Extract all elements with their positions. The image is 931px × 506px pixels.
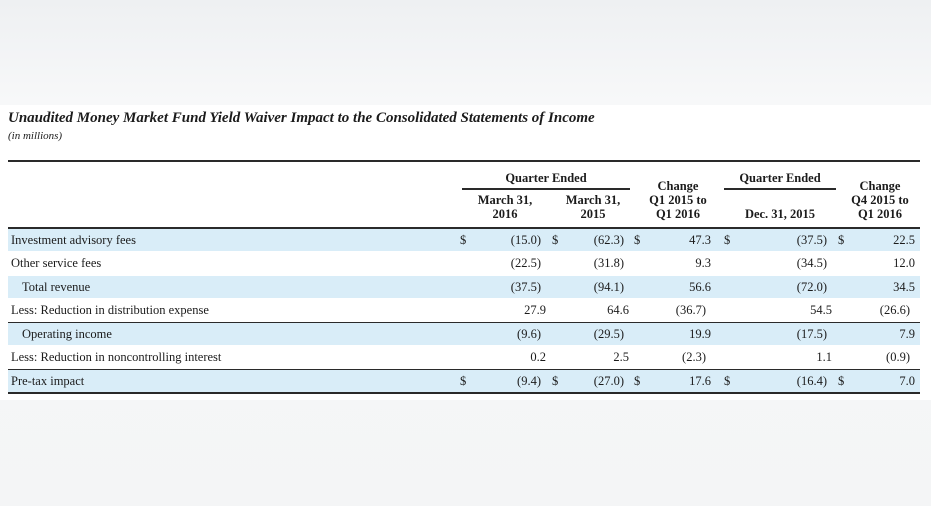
currency-symbol: $ [724,373,731,388]
value-cell: 47.3 [689,233,711,247]
value-cell: 22.5 [893,233,915,247]
row-label: Pre-tax impact [11,373,85,388]
col-header-march-2016: March 31, 2016 [477,193,533,221]
table-subtitle: (in millions) [8,130,63,142]
value-cell: 27.9 [524,302,546,317]
currency-symbol: $ [724,233,731,247]
currency-symbol: $ [552,233,559,247]
col-header-dec-2015: Dec. 31, 2015 [744,207,816,221]
value-cell: 64.6 [607,302,629,317]
currency-symbol: $ [838,233,845,247]
table-row-total-revenue: Total revenue (37.5) (94.1) 56.6 (72.0) 34.5 [8,275,920,298]
group-header-quarter-ended-1: Quarter Ended [505,171,587,185]
value-cell: (22.5) [510,256,541,271]
value-cell: (72.0) [796,279,827,294]
table-row-pre-tax-impact: Pre-tax impact $ (9.4) $ (27.0) $17.6 $ (16.4) $… [8,368,920,394]
row-label: Total revenue [22,279,91,294]
value-cell: (94.1) [593,279,624,294]
value-cell: (34.5) [796,256,827,271]
value-cell: (26.6) [879,302,910,317]
table-row-less-reduction-in-distribution-expense: Less: Reduction in distribution expense 2… [8,299,920,321]
value-cell: (2.3) [682,349,706,364]
value-cell: (36.7) [675,302,706,317]
value-cell: 2.5 [613,349,629,364]
value-cell: 19.9 [689,327,711,342]
col-header-march-2015: March 31, 2015 [565,193,621,221]
table-row-less-reduction-in-noncontrolling-interest: Less: Reduction in noncontrolling intere… [8,346,920,368]
value-cell: 12.0 [893,256,915,271]
value-cell: (62.3) [593,233,624,247]
value-cell: 54.5 [810,302,832,317]
top-rule [8,160,920,162]
value-cell: 34.5 [893,279,915,294]
value-cell: 9.3 [695,256,711,271]
value-cell: (29.5) [593,327,624,342]
value-cell: 1.1 [816,349,832,364]
value-cell: (31.8) [593,256,624,271]
group-underline-2 [724,188,836,190]
value-cell: 17.6 [689,373,711,388]
row-label: Other service fees [11,256,102,271]
table-row-other-service-fees: Other service fees (22.5) (31.8) 9.3 (34.5) 1… [8,252,920,274]
value-cell: (37.5) [796,233,827,247]
financial-table-document: Unaudited Money Market Fund Yield Waiver… [0,105,931,400]
currency-symbol: $ [552,373,559,388]
value-cell: (9.4) [517,373,541,388]
currency-symbol: $ [634,373,641,388]
header-rule [8,227,920,229]
value-cell: (15.0) [510,233,541,247]
value-cell: (0.9) [886,349,910,364]
value-cell: 0.2 [530,349,546,364]
row-label: Less: Reduction in noncontrolling intere… [11,349,222,364]
value-cell: (27.0) [593,373,624,388]
value-cell: 56.6 [689,279,711,294]
value-cell: (17.5) [796,327,827,342]
value-cell: (37.5) [510,279,541,294]
currency-symbol: $ [460,233,467,247]
table-row-investment-advisory-fees: Investment advisory fees $ (15.0) $ (62.3) $4… [8,229,920,251]
table-title: Unaudited Money Market Fund Yield Waiver… [8,110,595,126]
table-row-operating-income: Operating income (9.6) (29.5) 19.9 (17.5) 7.9 [8,322,920,346]
currency-symbol: $ [838,373,845,388]
value-cell: 7.9 [899,327,915,342]
currency-symbol: $ [634,233,641,247]
group-underline-1 [462,188,630,190]
row-label: Less: Reduction in distribution expense [11,302,209,317]
row-label: Investment advisory fees [11,233,136,247]
currency-symbol: $ [460,373,467,388]
row-label: Operating income [22,327,112,342]
group-header-quarter-ended-2: Quarter Ended [739,171,821,185]
value-cell: (16.4) [796,373,827,388]
col-header-change-q1: Change Q1 2015 to Q1 2016 [649,179,707,221]
col-header-change-q4: Change Q4 2015 to Q1 2016 [851,179,909,221]
value-cell: 7.0 [899,373,915,388]
value-cell: (9.6) [517,327,541,342]
